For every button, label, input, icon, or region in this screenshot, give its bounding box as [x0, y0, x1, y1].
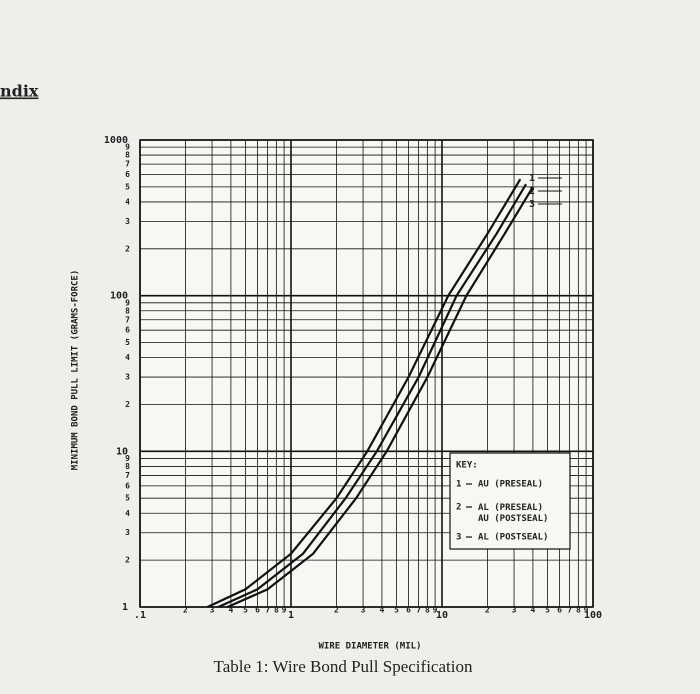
x-tick-label: 2 — [485, 606, 490, 615]
y-tick-label: 5 — [125, 338, 130, 347]
y-tick-label: 8 — [125, 462, 130, 471]
x-tick-label: 6 — [557, 606, 562, 615]
x-tick-label: 8 — [576, 606, 581, 615]
y-tick-label: 7 — [125, 471, 130, 480]
y-tick-label: 3 — [125, 217, 130, 226]
curve-label: 3 — [529, 199, 535, 210]
x-tick-label: 9 — [584, 606, 589, 615]
x-tick-label: 5 — [243, 606, 248, 615]
legend-key: 3 — [456, 533, 461, 543]
y-tick-label: 4 — [125, 509, 130, 518]
x-tick-label: 6 — [255, 606, 260, 615]
y-tick-label: 4 — [125, 353, 130, 362]
y-tick-label: 8 — [125, 151, 130, 160]
y-tick-label: 6 — [125, 170, 130, 179]
x-tick-label: 7 — [567, 606, 572, 615]
caption: Table 1: Wire Bond Pull Specification — [214, 657, 473, 676]
x-tick-label: 7 — [265, 606, 270, 615]
curve — [207, 178, 522, 608]
legend-label: AU (PRESEAL) — [478, 480, 543, 490]
y-tick-label: 6 — [125, 326, 130, 335]
x-tick-label: 9 — [433, 606, 438, 615]
y-tick-label: 9 — [125, 298, 130, 307]
x-tick-label: 3 — [210, 606, 215, 615]
x-tick-label: 2 — [183, 606, 188, 615]
x-tick-label: 5 — [394, 606, 399, 615]
curve-label: 2 — [529, 186, 535, 197]
x-tick-label: .1 — [134, 610, 146, 621]
x-tick-label: 3 — [512, 606, 517, 615]
curve — [227, 186, 534, 609]
x-tick-label: 8 — [274, 606, 279, 615]
x-tick-label: 7 — [416, 606, 421, 615]
x-tick-label: 5 — [545, 606, 550, 615]
legend-box — [449, 452, 571, 550]
legend-label: AL (PRESEAL) AU (POSTSEAL) — [478, 503, 548, 524]
x-axis-title: WIRE DIAMETER (MIL) — [319, 642, 422, 652]
page-heading: ndix — [0, 82, 39, 101]
x-tick-label: 2 — [334, 606, 339, 615]
x-tick-label: 9 — [282, 606, 287, 615]
y-tick-label: 2 — [125, 400, 130, 409]
y-tick-label: 9 — [125, 143, 130, 152]
x-tick-label: 3 — [361, 606, 366, 615]
x-tick-label: 4 — [379, 606, 384, 615]
y-tick-label: 7 — [125, 160, 130, 169]
legend-key: 2 — [456, 503, 461, 513]
y-axis-title: MINIMUM BOND PULL LIMIT (GRAMS-FORCE) — [71, 270, 81, 470]
curve — [217, 183, 527, 609]
y-tick-label: 1000 — [104, 135, 128, 146]
y-tick-label: 2 — [125, 556, 130, 565]
y-tick-label: 10 — [116, 446, 128, 457]
x-tick-label: 6 — [406, 606, 411, 615]
x-tick-label: 10 — [436, 610, 448, 621]
x-tick-label: 1 — [288, 610, 294, 621]
legend-label: AL (POSTSEAL) — [478, 533, 548, 543]
y-tick-label: 5 — [125, 494, 130, 503]
x-tick-label: 8 — [425, 606, 430, 615]
y-tick-label: 3 — [125, 528, 130, 537]
y-tick-label: 2 — [125, 244, 130, 253]
y-tick-label: 100 — [110, 291, 128, 302]
x-tick-label: 100 — [584, 610, 602, 621]
legend-title: KEY: — [456, 461, 478, 471]
legend-key: 1 — [456, 480, 461, 490]
x-tick-label: 4 — [530, 606, 535, 615]
y-tick-label: 4 — [125, 197, 130, 206]
y-tick-label: 8 — [125, 306, 130, 315]
y-tick-label: 9 — [125, 454, 130, 463]
y-tick-label: 7 — [125, 315, 130, 324]
y-tick-label: 6 — [125, 481, 130, 490]
y-tick-label: 3 — [125, 373, 130, 382]
y-tick-label: 1 — [122, 602, 128, 613]
x-tick-label: 4 — [228, 606, 233, 615]
y-tick-label: 5 — [125, 182, 130, 191]
curve-label: 1 — [529, 173, 535, 184]
